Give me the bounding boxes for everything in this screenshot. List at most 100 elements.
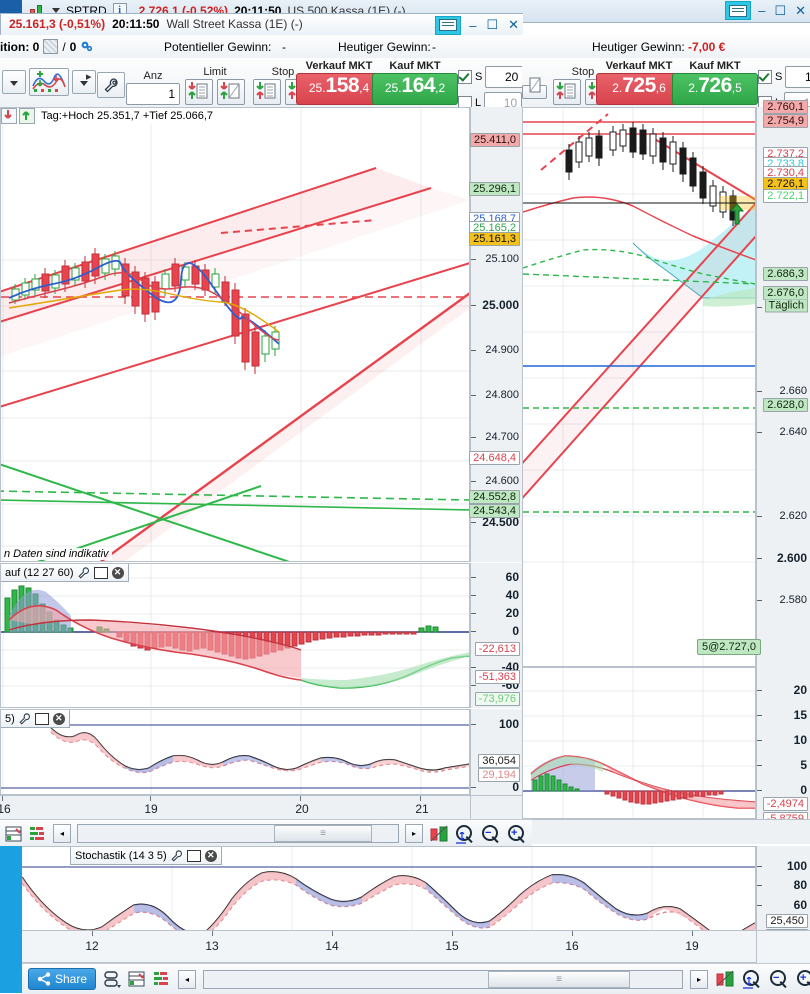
left-main-price-axis[interactable]: 25.100 25.000 24.900 24.800 24.700 24.60… xyxy=(469,107,522,562)
left-macd-panel[interactable]: auf (12 27 60) ✕ xyxy=(0,563,470,708)
price-label-line-red[interactable]: 24.648,4 xyxy=(469,451,520,465)
zoom-fit-icon[interactable] xyxy=(455,824,475,844)
minimize-button[interactable]: – xyxy=(758,3,766,18)
order-marker-badge[interactable]: 5@2.727,0 xyxy=(697,639,761,655)
scrollbar-thumb[interactable]: ≡ xyxy=(274,825,372,842)
close-button-front[interactable]: ✕ xyxy=(508,17,519,32)
price-label-last[interactable]: 25.161,3 xyxy=(469,232,520,246)
stop-sell-icon-right[interactable] xyxy=(553,79,581,105)
wrench-icon[interactable] xyxy=(171,849,183,862)
macd-value-label-1[interactable]: -22,613 xyxy=(474,642,520,656)
buy-mkt-button-right[interactable]: 2. 726,5 xyxy=(672,73,758,105)
right-main-price-axis[interactable]: 2.700 2.660 2.640 2.620 2.600 2.580 2.76… xyxy=(756,100,810,668)
maximize-button[interactable]: ☐ xyxy=(774,2,787,18)
bottom-chart-scrollbar[interactable]: ≡ xyxy=(203,969,683,989)
arrow-down-icon[interactable] xyxy=(1,108,17,124)
right-price-label-9[interactable]: 2.628,0 xyxy=(763,398,808,412)
dropdown-left-icon[interactable] xyxy=(2,70,26,94)
keyboard-icon-front[interactable] xyxy=(435,15,462,35)
macd-value-label-3[interactable]: -73,976 xyxy=(474,692,520,706)
sell-mkt-button-left[interactable]: 25. 158,4 xyxy=(296,73,382,105)
scrollbar-thumb-bottom[interactable]: ≡ xyxy=(488,970,630,988)
zoom-in-icon[interactable]: + xyxy=(507,824,527,844)
right-price-label-8[interactable]: 2.676,0 xyxy=(763,286,808,300)
zoom-in-icon-bottom[interactable]: + xyxy=(796,969,810,989)
chevron-down-icon[interactable] xyxy=(52,8,60,13)
price-label-support-2[interactable]: 24.552,8 xyxy=(469,490,520,504)
link-icon[interactable] xyxy=(103,969,122,989)
anz-input[interactable] xyxy=(126,83,180,105)
right-price-label-0[interactable]: 2.760,1 xyxy=(763,100,808,114)
short-checkbox-left[interactable] xyxy=(458,70,472,84)
position-flat-icon[interactable] xyxy=(43,39,59,54)
settings-wrench-icon[interactable] xyxy=(97,72,125,98)
close-icon[interactable]: ✕ xyxy=(111,566,124,579)
ytick: 100 xyxy=(786,859,807,873)
wrench-icon[interactable] xyxy=(19,712,31,725)
price-label-indicator-green[interactable]: 25.165,2 xyxy=(469,221,520,235)
close-icon[interactable]: ✕ xyxy=(204,849,217,862)
stop-sell-icon[interactable] xyxy=(253,79,281,105)
close-button[interactable]: ✕ xyxy=(795,2,806,18)
window-icon[interactable] xyxy=(93,566,108,579)
stoch-value-label-1[interactable]: 36,054 xyxy=(478,754,520,768)
price-label-support-3[interactable]: 24.543,4 xyxy=(469,504,520,518)
right-macd-axis[interactable]: 20 15 10 5 0 -2,4974 -5,8759 -8,3733 xyxy=(756,667,810,841)
left-stoch-axis[interactable]: 100 0 36,054 29,194 xyxy=(470,709,522,795)
stoch-indicator-title-bar[interactable]: 5) ✕ xyxy=(1,710,70,728)
chart-tool-dropdown-icon[interactable] xyxy=(72,70,96,94)
grid-icon[interactable] xyxy=(5,825,23,843)
right-timeframe-badge[interactable]: Täglich xyxy=(764,299,808,313)
minimize-button-front[interactable]: – xyxy=(469,17,477,33)
zoom-out-icon-bottom[interactable]: − xyxy=(769,969,789,989)
left-main-chart[interactable]: Tag:+Hoch 25.351,7 +Tief 25.066,7 n Date… xyxy=(0,107,470,562)
macd-indicator-title-bar[interactable]: auf (12 27 60) ✕ xyxy=(1,564,129,582)
short-qty-left[interactable] xyxy=(485,66,524,88)
price-label-resistance[interactable]: 25.411,0 xyxy=(469,133,520,147)
crosshair-icon[interactable] xyxy=(429,824,449,844)
short-checkbox-right[interactable] xyxy=(758,70,772,84)
price-label-support[interactable]: 25.296,1 xyxy=(469,182,520,196)
zoom-fit-icon-bottom[interactable] xyxy=(742,969,762,989)
right-main-chart[interactable] xyxy=(522,107,756,667)
bottom-stoch-label-1[interactable]: 25,450 xyxy=(766,914,808,928)
list-icon[interactable] xyxy=(153,970,171,988)
list-icon[interactable] xyxy=(29,825,47,843)
zoom-out-icon[interactable]: − xyxy=(481,824,501,844)
window-icon[interactable] xyxy=(34,712,49,725)
expand-arrow-icon[interactable]: ▸ xyxy=(86,71,92,83)
left-stoch-panel[interactable]: 5) ✕ xyxy=(0,709,470,795)
right-price-label-last[interactable]: 2.726,1 xyxy=(763,177,808,191)
scroll-right-button[interactable]: ▸ xyxy=(405,824,423,843)
right-macd-label-1[interactable]: -2,4974 xyxy=(762,797,808,811)
share-button[interactable]: Share xyxy=(28,968,97,990)
close-icon[interactable]: ✕ xyxy=(52,712,65,725)
right-price-label-1[interactable]: 2.754,9 xyxy=(763,114,808,128)
limit-buy-icon-right[interactable] xyxy=(522,77,547,99)
bottom-stoch-title-bar[interactable]: Stochastik (14 3 5) ✕ xyxy=(70,847,222,865)
keyboard-icon[interactable] xyxy=(725,1,752,20)
short-qty-right[interactable] xyxy=(785,66,810,88)
scroll-right-button-bottom[interactable]: ▸ xyxy=(690,969,708,989)
right-price-label-6[interactable]: 2.722,1 xyxy=(763,189,808,203)
scroll-left-button-bottom[interactable]: ◂ xyxy=(178,969,197,989)
note-icon[interactable] xyxy=(128,970,146,988)
maximize-button-front[interactable]: ☐ xyxy=(486,17,499,32)
macd-value-label-2[interactable]: -51,363 xyxy=(474,670,520,684)
right-price-label-7[interactable]: 2.686,3 xyxy=(763,267,808,281)
stoch-value-label-2[interactable]: 29,194 xyxy=(478,768,520,782)
right-macd-panel[interactable] xyxy=(522,667,756,819)
limit-sell-icon[interactable] xyxy=(185,79,213,105)
limit-buy-icon[interactable] xyxy=(217,79,245,105)
gear-icon[interactable] xyxy=(80,40,94,53)
sell-mkt-button-right[interactable]: 2. 725,6 xyxy=(596,73,682,105)
chart-scrollbar[interactable]: ≡ xyxy=(77,824,399,843)
buy-mkt-button-left[interactable]: 25. 164,2 xyxy=(372,73,458,105)
crosshair-icon-bottom[interactable] xyxy=(715,969,735,989)
scroll-left-button[interactable]: ◂ xyxy=(53,824,71,843)
window-icon[interactable] xyxy=(186,849,201,862)
arrow-up-icon[interactable] xyxy=(19,108,35,124)
chart-tool-icon[interactable] xyxy=(29,68,69,96)
wrench-icon[interactable] xyxy=(77,566,90,579)
left-macd-axis[interactable]: 60 40 20 0 -40 -60 -22,613 -51,363 -73,9… xyxy=(470,563,522,708)
